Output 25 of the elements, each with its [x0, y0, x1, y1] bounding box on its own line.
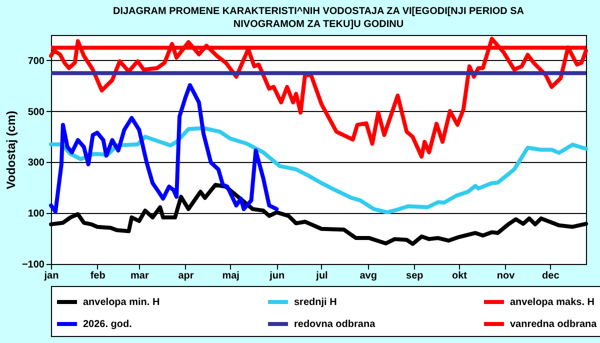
y-axis-title: Vodostaj (cm)	[4, 110, 18, 190]
x-tick-label: nov	[496, 270, 516, 282]
x-tick-label: feb	[90, 270, 106, 282]
x-tick-label: jul	[315, 270, 328, 282]
legend-label: srednji H	[294, 297, 337, 308]
legend-label: anvelopa min. H	[83, 297, 160, 308]
x-tick-label: apr	[178, 270, 194, 282]
legend-label: 2026. god.	[83, 319, 132, 330]
x-tick-label: jun	[268, 270, 285, 282]
x-tick-label: avg	[360, 270, 377, 282]
y-tick-label: −100	[22, 260, 45, 270]
legend-label: redovna odbrana	[294, 319, 376, 330]
x-tick-label: mar	[130, 270, 149, 282]
y-tick-label: 500	[28, 106, 45, 118]
x-tick-label: dec	[542, 270, 560, 282]
x-tick-label: okt	[452, 270, 468, 282]
chart-title: DIJAGRAM PROMENE KARAKTERISTI^NIH VODOSTAJA ZA VI[EGODI[NJI PERIOD SA NIVOGRAMOM ZA TEKU]U GODINU	[112, 6, 524, 30]
y-tick-label: 300	[28, 158, 45, 169]
x-tick-label: sep	[406, 270, 424, 282]
x-tick-label: maj	[222, 270, 240, 282]
legend-label: vanredna odbrana	[510, 319, 598, 330]
y-tick-label: 700	[28, 56, 45, 67]
x-tick-label: jan	[43, 270, 59, 282]
y-tick-label: 100	[28, 208, 45, 220]
legend-label: anvelopa maks. H	[510, 297, 594, 308]
